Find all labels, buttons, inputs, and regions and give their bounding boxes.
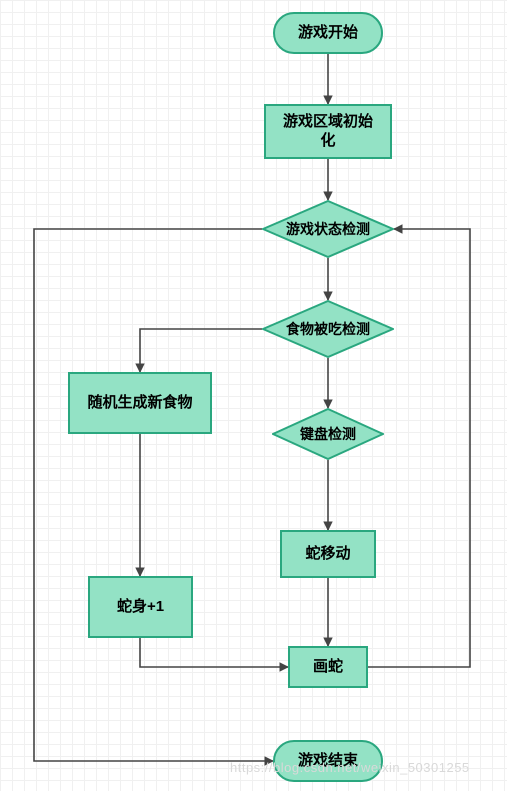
node-start: 游戏开始 xyxy=(273,12,383,54)
node-keyboard: 键盘检测 xyxy=(272,408,384,460)
edge-bodyplus-draw xyxy=(140,638,288,667)
node-label: 画蛇 xyxy=(313,658,343,677)
node-move: 蛇移动 xyxy=(280,530,376,578)
node-label: 随机生成新食物 xyxy=(87,394,192,413)
node-init: 游戏区域初始 化 xyxy=(264,104,392,159)
node-label: 蛇移动 xyxy=(305,545,350,564)
node-bodyplus: 蛇身+1 xyxy=(88,576,193,638)
node-food: 食物被吃检测 xyxy=(262,300,394,358)
node-label: 游戏开始 xyxy=(298,24,358,43)
node-label: 键盘检测 xyxy=(300,424,356,444)
node-state: 游戏状态检测 xyxy=(262,200,394,258)
edge-state-end xyxy=(34,229,273,761)
node-label: 游戏区域初始 化 xyxy=(283,113,373,151)
node-draw: 画蛇 xyxy=(288,646,368,688)
node-genfood: 随机生成新食物 xyxy=(68,372,212,434)
node-label: 蛇身+1 xyxy=(117,598,164,617)
edge-food-genfood xyxy=(140,329,262,372)
node-label: 游戏状态检测 xyxy=(286,219,370,239)
node-label: 食物被吃检测 xyxy=(286,319,370,339)
watermark-text: https://blog.csdn.net/weixin_50301255 xyxy=(230,760,470,775)
